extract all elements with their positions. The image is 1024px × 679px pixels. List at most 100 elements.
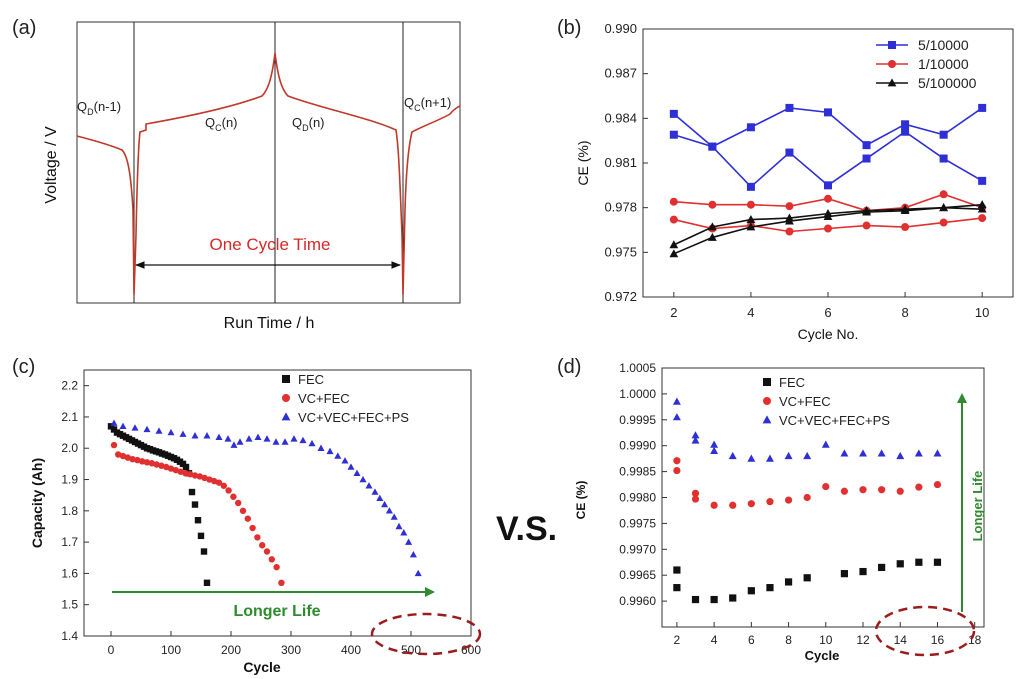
y-tick-label: 0.981 (604, 155, 637, 170)
ce-cycle-chart-d: 2 4 6 8 10 12 14 16 18 0.9960 0.9965 0.9970 0.9975 0.… (574, 361, 985, 663)
legend-marker (763, 397, 771, 405)
legend-marker (888, 41, 896, 49)
data-point (803, 451, 812, 460)
data-point (784, 451, 793, 460)
data-point (896, 487, 904, 495)
data-point (194, 517, 202, 524)
data-point (259, 542, 266, 549)
legend-d: FEC VC+FEC VC+VEC+FEC+PS (762, 375, 890, 428)
svg-text:QC(n+1): QC(n+1) (404, 95, 451, 113)
annotation-qc-n: QC(n) (205, 115, 238, 133)
data-point (669, 109, 678, 118)
data-point (167, 428, 175, 436)
data-point (409, 550, 417, 558)
data-point (673, 457, 681, 465)
data-point (672, 413, 681, 421)
data-point (359, 475, 367, 483)
data-point (824, 194, 832, 203)
data-point (824, 108, 832, 117)
data-point (197, 532, 205, 540)
data-point (203, 579, 211, 586)
legend-marker (282, 375, 290, 383)
data-point (862, 221, 871, 230)
x-tick-label: 6 (824, 305, 831, 320)
data-point (172, 466, 179, 474)
data-point (390, 513, 398, 520)
data-point (230, 441, 238, 448)
data-point (268, 556, 275, 563)
legend-item: FEC (763, 375, 805, 390)
x-tick-label: 2 (674, 633, 681, 647)
x-tick-label: 10 (819, 633, 833, 647)
data-point (376, 494, 384, 502)
y-tick-label: 1.5 (61, 598, 78, 612)
data-point (148, 460, 155, 467)
data-point (840, 487, 849, 495)
legend-item: 5/10000 (876, 37, 969, 53)
data-point (933, 480, 942, 489)
x-axis-title-a: Run Time / h (224, 315, 315, 332)
data-point (281, 438, 289, 445)
data-point (365, 482, 373, 489)
data-point (381, 500, 389, 508)
svg-text:QC(n): QC(n) (205, 115, 238, 133)
x-tick-label: 18 (968, 633, 982, 647)
data-point (182, 463, 190, 471)
data-point (347, 463, 355, 470)
data-point (254, 534, 261, 541)
y-tick-label: 1.7 (61, 535, 78, 549)
data-point (766, 498, 774, 506)
data-point (182, 470, 189, 477)
data-point (254, 433, 262, 441)
data-point (129, 455, 136, 463)
y-tick-label: 0.987 (604, 66, 637, 81)
data-point (766, 584, 774, 592)
legend-item: 5/100000 (876, 75, 977, 91)
x-tick-label: 10 (975, 305, 989, 320)
data-point (747, 587, 755, 595)
data-point (901, 127, 910, 136)
data-point (177, 468, 184, 475)
data-point (862, 141, 871, 150)
data-point (124, 454, 131, 461)
data-point (978, 176, 987, 185)
data-point (933, 449, 942, 457)
data-point (163, 463, 170, 471)
data-point (669, 197, 678, 206)
y-tick-label: 1.6 (61, 566, 78, 580)
data-point (220, 482, 227, 489)
y-tick-label: 0.975 (604, 244, 637, 259)
x-tick-label: 0 (108, 643, 115, 657)
data-point (272, 438, 280, 445)
ce-cycle-chart-b: 2 4 6 8 10 0.972 0.975 0.978 0.981 0.984 0.987 0.99… (575, 21, 1014, 342)
x-tick-label: 2 (670, 305, 677, 320)
data-point (155, 427, 163, 434)
data-point (119, 422, 127, 430)
data-point (933, 558, 942, 566)
versus-label: V.S. (496, 510, 557, 548)
y-tick-label: 1.4 (61, 629, 78, 643)
legend-label: FEC (298, 372, 324, 387)
legend-item: FEC (282, 372, 324, 387)
data-point (673, 584, 681, 592)
data-point (249, 524, 256, 532)
data-point (939, 154, 948, 163)
data-point (914, 449, 923, 457)
legend-marker (887, 78, 897, 87)
data-point (263, 548, 271, 555)
data-point (224, 435, 232, 442)
data-point (939, 130, 948, 139)
y-tick-label: 0.972 (604, 289, 637, 304)
data-point (691, 595, 700, 604)
data-point (803, 574, 811, 582)
data-point (877, 449, 886, 457)
data-point (691, 436, 700, 444)
data-point (710, 446, 719, 454)
data-point (859, 486, 867, 494)
y-tick-label: 1.0000 (619, 387, 656, 401)
data-point (119, 452, 127, 460)
data-point (859, 449, 867, 457)
data-point (896, 451, 905, 460)
y-tick-label: 0.9965 (619, 568, 656, 582)
data-point (187, 471, 194, 478)
